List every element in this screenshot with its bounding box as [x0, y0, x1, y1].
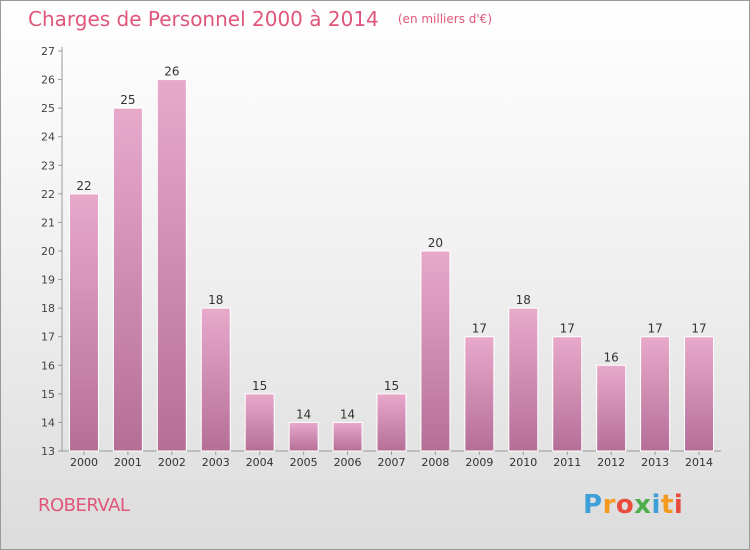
x-tick-label: 2005	[290, 456, 318, 469]
bar-value-label: 22	[76, 179, 91, 193]
y-tick-label: 15	[41, 388, 55, 401]
x-tick-label: 2002	[158, 456, 186, 469]
bar-2000	[68, 193, 99, 452]
bar-2007	[376, 393, 407, 452]
bar-value-label: 18	[208, 293, 223, 307]
y-tick-label: 16	[41, 359, 55, 372]
x-tick-label: 2007	[378, 456, 406, 469]
bar-2004	[244, 393, 275, 452]
bar-value-label: 16	[604, 350, 619, 364]
bar-value-label: 14	[296, 407, 311, 421]
y-axis: 13 14 15 16 17 18 19 20 21 22 23 24 25 26 27	[41, 45, 63, 458]
bar-2012	[596, 364, 627, 452]
logo-letter: t	[660, 490, 674, 520]
y-tick-label: 19	[41, 274, 55, 287]
commune-name: ROBERVAL	[38, 495, 130, 516]
y-tick-label: 25	[41, 102, 55, 115]
x-tick-label: 2011	[553, 456, 581, 469]
logo-letter: i	[673, 490, 684, 520]
y-tick-label: 20	[41, 245, 55, 258]
chart-title: Charges de Personnel 2000 à 2014	[28, 7, 379, 31]
x-tick-label: 2000	[70, 456, 98, 469]
x-tick-label: 2004	[246, 456, 274, 469]
proxiti-logo: Proxiti	[583, 490, 683, 520]
bar-2014	[684, 336, 715, 452]
x-tick-label: 2006	[334, 456, 362, 469]
y-tick-label: 24	[41, 131, 55, 144]
bar-value-label: 17	[560, 322, 575, 336]
logo-letter: r	[602, 490, 616, 520]
bar-2009	[464, 336, 495, 452]
bar-2010	[508, 307, 539, 452]
bar-value-label: 17	[647, 322, 662, 336]
logo-letter: x	[634, 490, 652, 520]
logo-letter: o	[615, 490, 635, 520]
x-tick-label: 2014	[685, 456, 713, 469]
bar-value-label: 18	[516, 293, 531, 307]
y-tick-label: 27	[41, 45, 55, 58]
bars: 22 25 26 18 15 14 14 15 20 17 18 17 16 17 17	[68, 65, 715, 452]
bar-value-label: 20	[428, 236, 443, 250]
x-axis: 2000 2001 2002 2003 2004 2005 2006 2007 2008 2009…	[62, 450, 721, 469]
x-tick-label: 2008	[421, 456, 449, 469]
y-tick-label: 22	[41, 188, 55, 201]
y-tick-label: 21	[41, 216, 55, 229]
bar-2008	[420, 250, 451, 452]
x-tick-label: 2013	[641, 456, 669, 469]
bar-value-label: 14	[340, 407, 355, 421]
x-tick-label: 2012	[597, 456, 625, 469]
bar-value-label: 25	[120, 93, 135, 107]
y-tick-label: 23	[41, 159, 55, 172]
x-tick-label: 2001	[114, 456, 142, 469]
bar-2011	[552, 336, 583, 452]
y-tick-label: 18	[41, 302, 55, 315]
title-row: Charges de Personnel 2000 à 2014 (en mil…	[28, 7, 492, 31]
x-tick-label: 2009	[465, 456, 493, 469]
bar-2006	[332, 421, 363, 452]
bar-2005	[288, 421, 319, 452]
bar-2001	[112, 107, 143, 452]
y-tick-label: 13	[41, 445, 55, 458]
bar-2003	[200, 307, 231, 452]
logo-letter: P	[583, 490, 603, 520]
bar-value-label: 26	[164, 65, 179, 79]
y-tick-label: 17	[41, 331, 55, 344]
x-tick-label: 2010	[509, 456, 537, 469]
bar-value-label: 17	[691, 322, 706, 336]
logo-letter: i	[651, 490, 661, 520]
y-tick-label: 14	[41, 416, 55, 429]
x-tick-label: 2003	[202, 456, 230, 469]
bar-2013	[640, 336, 671, 452]
bar-value-label: 15	[384, 379, 399, 393]
bar-value-label: 15	[252, 379, 267, 393]
y-tick-label: 26	[41, 74, 55, 87]
chart-subtitle: (en milliers d'€)	[397, 12, 492, 26]
bar-2002	[156, 79, 187, 452]
bar-value-label: 17	[472, 322, 487, 336]
